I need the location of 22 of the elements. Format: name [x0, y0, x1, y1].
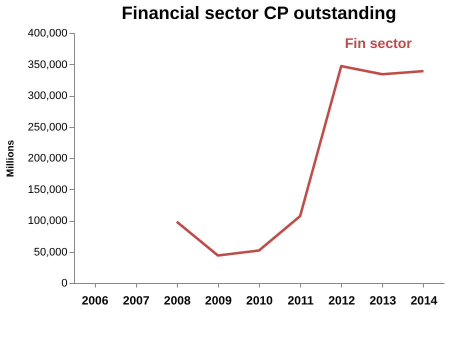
x-tick-label: 2012 [328, 294, 356, 308]
chart-title: Financial sector CP outstanding [122, 3, 396, 23]
x-tick-label: 2013 [369, 294, 397, 308]
line-series [176, 64, 425, 257]
x-tick-label: 2010 [246, 294, 274, 308]
y-tick-label: 50,000 [34, 246, 68, 258]
y-tick-label: 150,000 [28, 184, 68, 196]
y-tick-label: 250,000 [28, 121, 68, 134]
x-tick-label: 2014 [410, 294, 438, 308]
x-tick-label: 2009 [205, 294, 232, 308]
y-axis-title: Millions [6, 139, 17, 178]
series-label: Fin sector [344, 35, 412, 52]
x-tick-label: 2007 [122, 294, 150, 308]
y-tick-label: 200,000 [28, 152, 68, 164]
y-tick-label: 300,000 [28, 90, 68, 102]
x-tick-label: 2006 [82, 294, 109, 308]
y-tick-label: 350,000 [28, 58, 68, 71]
x-tick-label: 2011 [288, 294, 314, 308]
x-tick-label: 2008 [164, 294, 191, 308]
y-tick-label: 0 [61, 278, 68, 290]
y-tick-label: 400,000 [28, 28, 68, 40]
y-tick-label: 100,000 [28, 215, 68, 227]
